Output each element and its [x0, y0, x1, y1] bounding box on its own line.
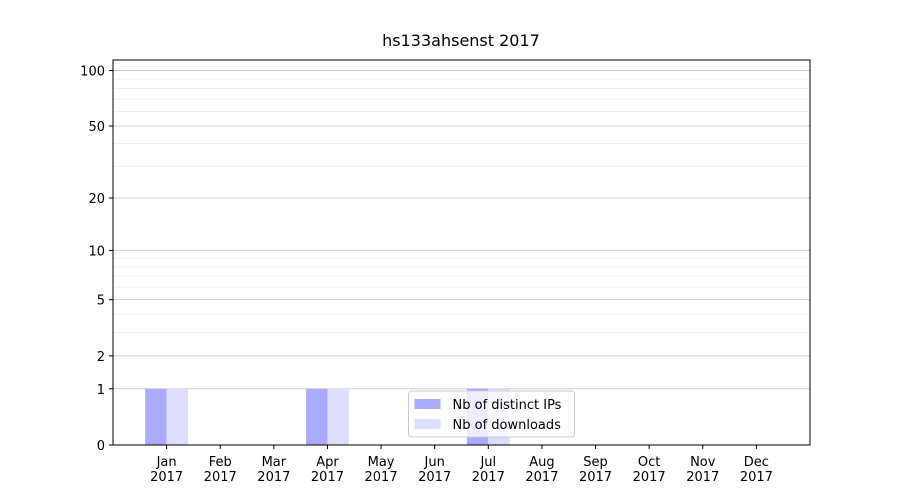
legend-label: Nb of distinct IPs: [453, 398, 562, 413]
y-tick-label: 0: [97, 439, 105, 454]
x-tick-label: Jun 2017: [418, 455, 451, 485]
bar: [306, 388, 328, 445]
y-tick-label: 50: [88, 120, 105, 135]
x-tick-label: May 2017: [365, 455, 398, 485]
plot-frame: [112, 59, 811, 446]
x-tick-label: Nov 2017: [686, 455, 719, 485]
grid: [113, 70, 810, 446]
y-tick-label: 20: [88, 192, 105, 207]
legend-label: Nb of downloads: [453, 418, 562, 433]
legend-box: [408, 390, 575, 438]
y-tick-label: 10: [88, 244, 105, 259]
chart-title: hs133ahsenst 2017: [382, 31, 540, 50]
y-tick-label: 100: [80, 65, 105, 80]
bar: [166, 388, 189, 445]
x-tick-label: Sep 2017: [579, 455, 612, 485]
legend: Nb of distinct IPs Nb of downloads: [408, 390, 575, 438]
x-tick-label: Jul 2017: [472, 455, 505, 485]
bar: [145, 388, 167, 445]
y-tick-label: 5: [97, 294, 105, 309]
legend-swatch: [414, 399, 441, 409]
x-tick-label: Aug 2017: [525, 455, 558, 485]
y-tick-label: 2: [97, 350, 105, 365]
x-tick-label: Jan 2017: [150, 455, 183, 485]
x-tick-label: Mar 2017: [257, 455, 290, 485]
bar: [327, 388, 349, 445]
x-tick-label: Apr 2017: [311, 455, 344, 485]
legend-swatch: [414, 419, 441, 429]
y-tick-label: 1: [97, 383, 105, 398]
x-tick-label: Dec 2017: [740, 455, 773, 485]
x-tick-label: Oct 2017: [633, 455, 666, 485]
x-tick-label: Feb 2017: [204, 455, 237, 485]
